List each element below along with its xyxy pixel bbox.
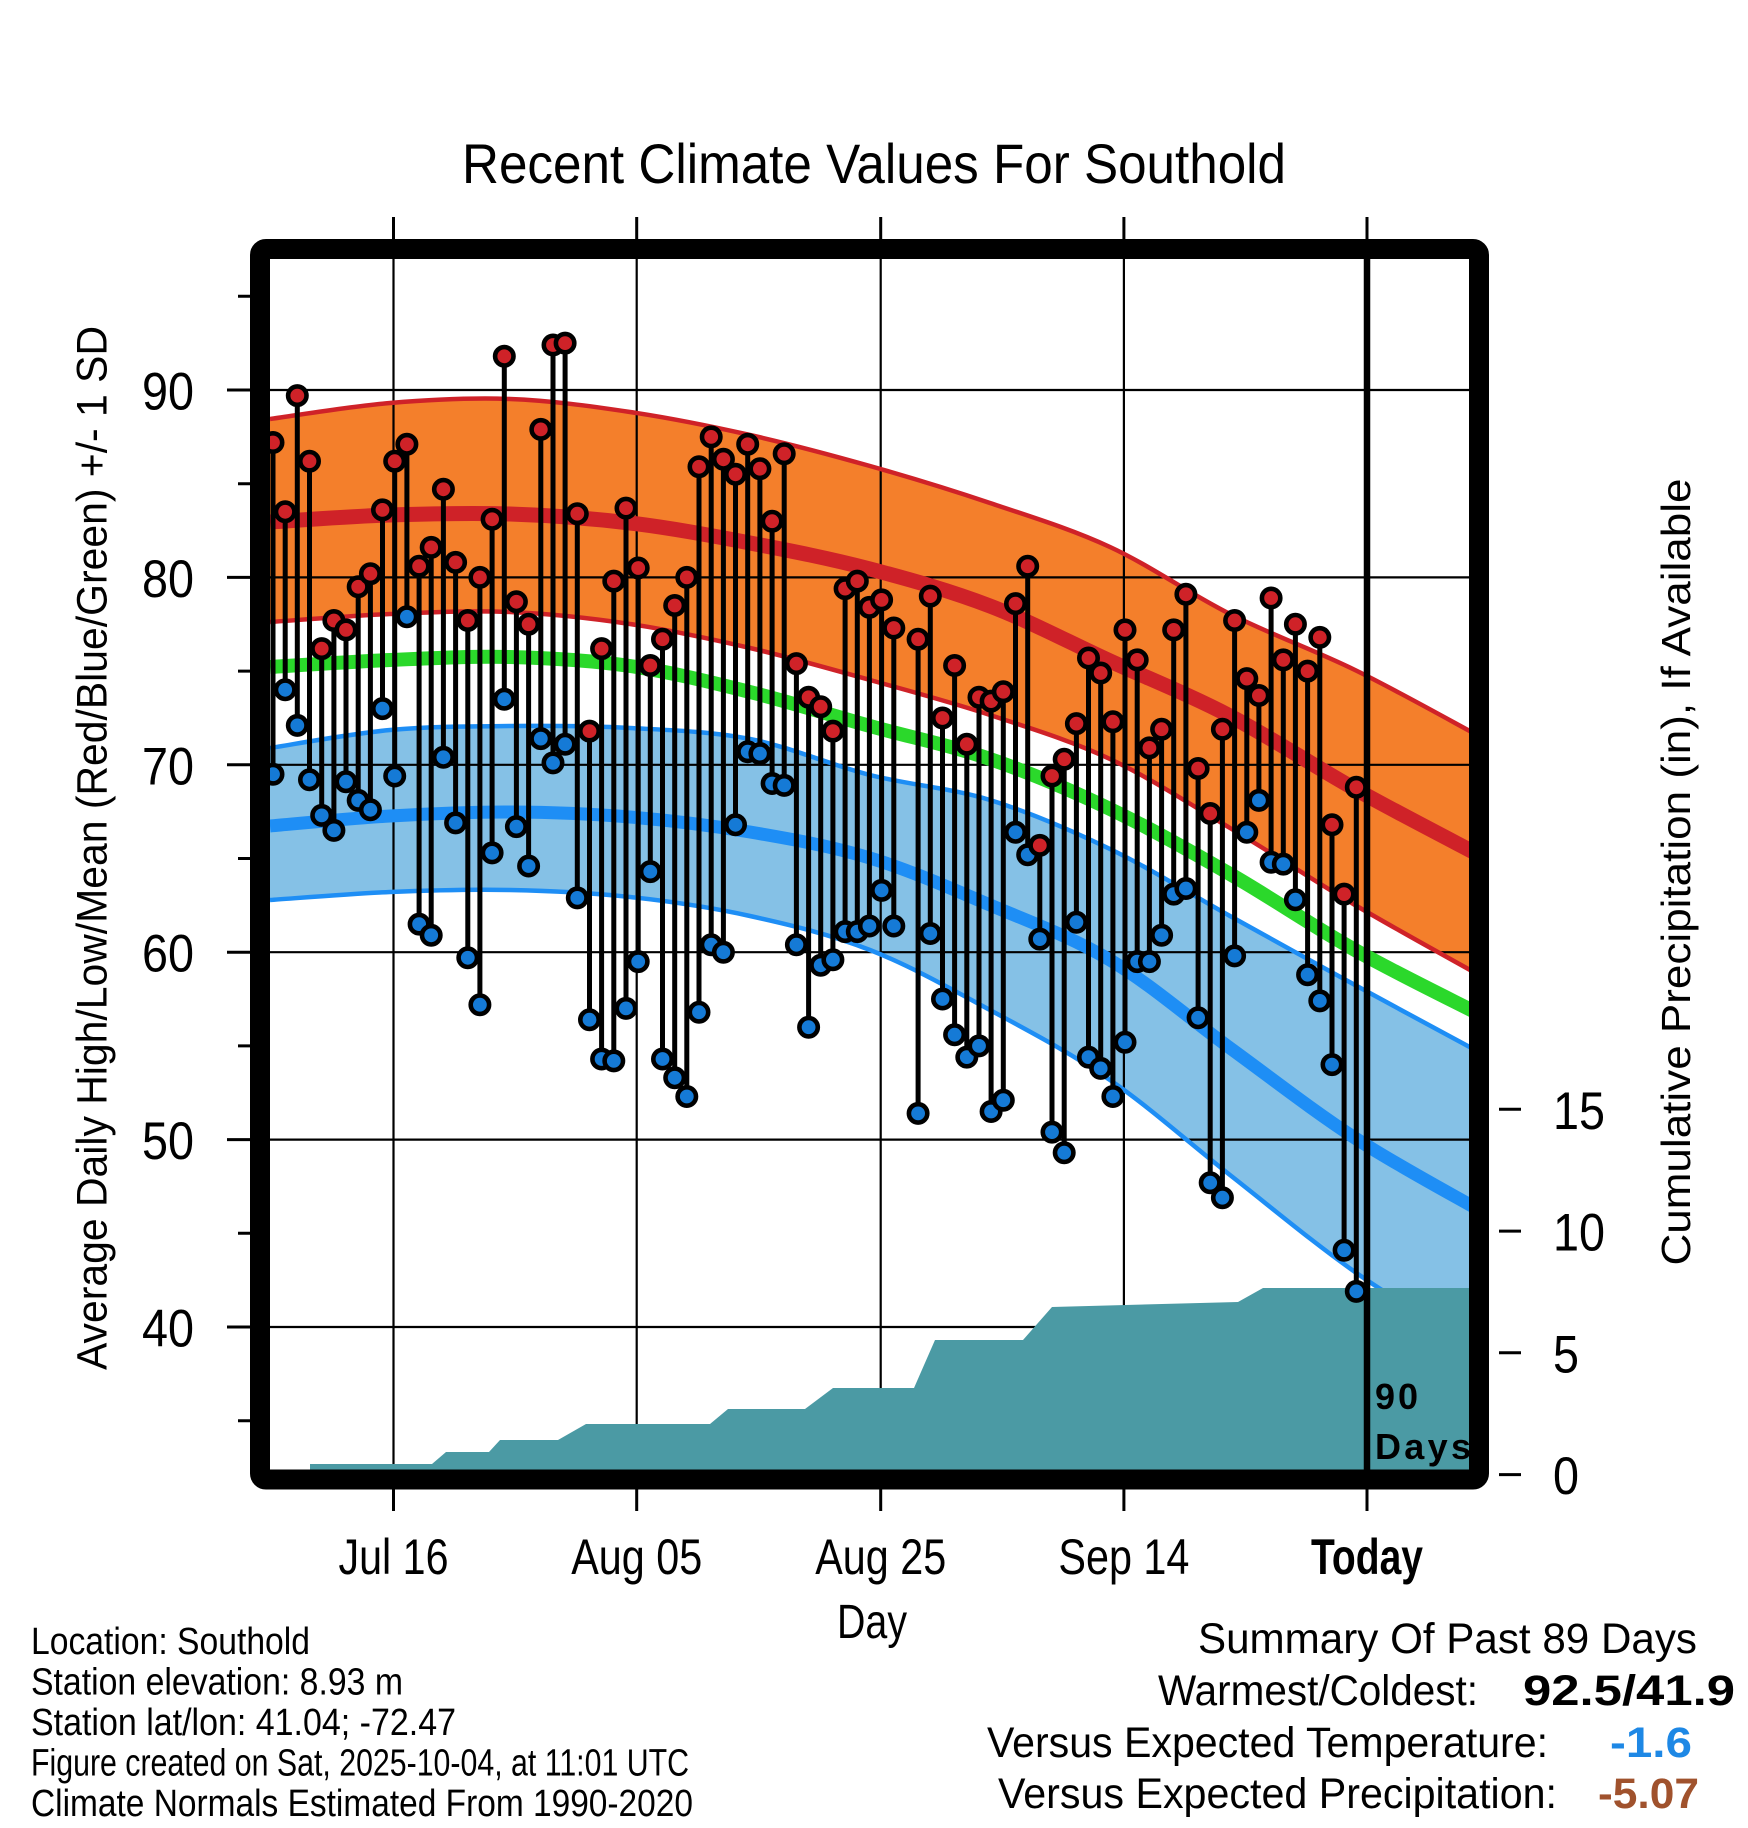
svg-text:Summary Of Past 89 Days: Summary Of Past 89 Days xyxy=(1198,1615,1697,1663)
svg-text:80: 80 xyxy=(142,550,194,609)
svg-text:15: 15 xyxy=(1553,1082,1605,1141)
svg-text:-1.6: -1.6 xyxy=(1610,1719,1692,1767)
svg-text:Average Daily High/Low/Mean (R: Average Daily High/Low/Mean (Red/Blue/Gr… xyxy=(69,326,117,1370)
svg-text:70: 70 xyxy=(142,737,194,796)
svg-text:92.5/41.9: 92.5/41.9 xyxy=(1523,1667,1735,1715)
svg-text:Aug 05: Aug 05 xyxy=(571,1529,702,1585)
svg-text:0: 0 xyxy=(1553,1447,1579,1506)
svg-text:Station elevation: 8.93 m: Station elevation: 8.93 m xyxy=(31,1662,403,1704)
svg-text:Aug 25: Aug 25 xyxy=(815,1529,946,1585)
svg-text:Day: Day xyxy=(837,1596,907,1649)
svg-text:Today: Today xyxy=(1311,1529,1423,1585)
svg-text:Station lat/lon: 41.04; -72.47: Station lat/lon: 41.04; -72.47 xyxy=(31,1702,456,1744)
svg-text:Versus Expected Temperature:: Versus Expected Temperature: xyxy=(987,1719,1548,1767)
svg-text:Warmest/Coldest:: Warmest/Coldest: xyxy=(1158,1667,1478,1715)
svg-text:60: 60 xyxy=(142,925,194,984)
svg-text:Recent Climate Values For Sout: Recent Climate Values For Southold xyxy=(462,132,1286,195)
svg-text:50: 50 xyxy=(142,1112,194,1171)
svg-text:5: 5 xyxy=(1553,1325,1579,1384)
svg-text:Sep 14: Sep 14 xyxy=(1058,1529,1189,1585)
svg-text:-5.07: -5.07 xyxy=(1598,1770,1699,1818)
svg-text:Climate Normals Estimated From: Climate Normals Estimated From 1990-2020 xyxy=(31,1783,693,1825)
svg-text:Versus Expected Precipitation:: Versus Expected Precipitation: xyxy=(998,1770,1557,1818)
svg-text:Figure created on Sat, 2025-10: Figure created on Sat, 2025-10-04, at 11… xyxy=(31,1743,689,1785)
svg-text:Jul 16: Jul 16 xyxy=(339,1529,449,1585)
svg-text:10: 10 xyxy=(1553,1204,1605,1263)
svg-text:Cumulative Precipitation (in),: Cumulative Precipitation (in), If Availa… xyxy=(1653,479,1699,1266)
svg-text:Location: Southold: Location: Southold xyxy=(31,1621,310,1663)
svg-text:40: 40 xyxy=(142,1300,194,1359)
svg-text:Days: Days xyxy=(1375,1426,1471,1467)
svg-text:90: 90 xyxy=(142,363,194,422)
